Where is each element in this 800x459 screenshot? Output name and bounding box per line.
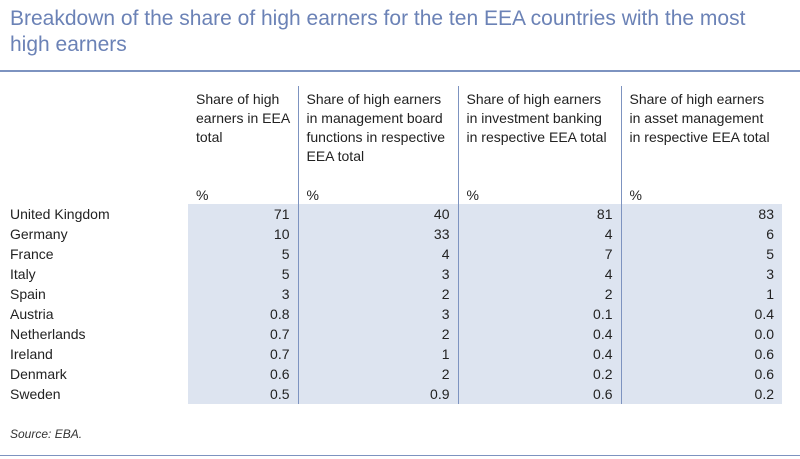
value-cell: 0.7 [188,344,298,364]
title-divider [0,70,800,72]
table-row: Netherlands 0.7 2 0.4 0.0 [0,324,782,344]
column-header-management-board: Share of high earners in management boar… [297,86,458,186]
value-cell: 0.9 [297,384,458,404]
data-table-container: Share of high earners in EEA total Share… [0,86,782,404]
value-cell: 4 [297,244,458,264]
value-cell: 0.2 [457,364,621,384]
column-header-investment-banking: Share of high earners in investment bank… [457,86,621,186]
value-cell: 0.4 [457,324,621,344]
country-column-header [0,86,188,186]
country-name: United Kingdom [0,204,188,224]
table-row: United Kingdom 71 40 81 83 [0,204,782,224]
value-cell: 2 [297,324,458,344]
country-name: Denmark [0,364,188,384]
value-cell: 4 [457,264,621,284]
table-row: Austria 0.8 3 0.1 0.4 [0,304,782,324]
value-cell: 6 [620,224,782,244]
value-cell: 83 [620,204,782,224]
page-title: Breakdown of the share of high earners f… [10,7,746,56]
table-row: Sweden 0.5 0.9 0.6 0.2 [0,384,782,404]
value-cell: 0.2 [620,384,782,404]
value-cell: 3 [297,304,458,324]
value-cell: 1 [620,284,782,304]
source-note: Source: EBA. [10,427,83,441]
column-header-eea-total: Share of high earners in EEA total [196,91,290,145]
value-cell: 81 [457,204,621,224]
unit-label: % [620,186,782,204]
value-cell: 5 [620,244,782,264]
unit-label: % [297,186,458,204]
value-cell: 0.4 [620,304,782,324]
table-row: France 5 4 7 5 [0,244,782,264]
value-cell: 3 [297,264,458,284]
value-cell: 4 [457,224,621,244]
country-name: Germany [0,224,188,244]
units-row: % % % % [0,186,782,204]
table-body: United Kingdom 71 40 81 83 Germany 10 33… [0,204,782,404]
value-cell: 10 [188,224,298,244]
unit-label: % [457,186,621,204]
table-row: Ireland 0.7 1 0.4 0.6 [0,344,782,364]
value-cell: 0.6 [620,364,782,384]
country-name: Austria [0,304,188,324]
value-cell: 40 [297,204,458,224]
value-cell: 0.6 [457,384,621,404]
table-row: Germany 10 33 4 6 [0,224,782,244]
value-cell: 3 [188,284,298,304]
table-row: Denmark 0.6 2 0.2 0.6 [0,364,782,384]
value-cell: 5 [188,244,298,264]
value-cell: 1 [297,344,458,364]
value-cell: 0.6 [188,364,298,384]
bottom-divider [0,455,800,456]
unit-label: % [196,187,209,203]
value-cell: 33 [297,224,458,244]
value-cell: 0.1 [457,304,621,324]
value-cell: 3 [620,264,782,284]
country-name: Netherlands [0,324,188,344]
header-row: Share of high earners in EEA total Share… [0,86,782,186]
value-cell: 0.0 [620,324,782,344]
country-name: France [0,244,188,264]
value-cell: 2 [457,284,621,304]
value-cell: 2 [297,284,458,304]
table-row: Spain 3 2 2 1 [0,284,782,304]
country-name: Spain [0,284,188,304]
value-cell: 0.7 [188,324,298,344]
country-name: Sweden [0,384,188,404]
value-cell: 0.6 [620,344,782,364]
table-row: Italy 5 3 4 3 [0,264,782,284]
value-cell: 71 [188,204,298,224]
high-earners-table: Share of high earners in EEA total Share… [0,86,782,404]
column-header-asset-management: Share of high earners in asset managemen… [620,86,782,186]
value-cell: 2 [297,364,458,384]
value-cell: 0.8 [188,304,298,324]
value-cell: 0.4 [457,344,621,364]
country-name: Italy [0,264,188,284]
value-cell: 0.5 [188,384,298,404]
value-cell: 5 [188,264,298,284]
value-cell: 7 [457,244,621,264]
country-name: Ireland [0,344,188,364]
